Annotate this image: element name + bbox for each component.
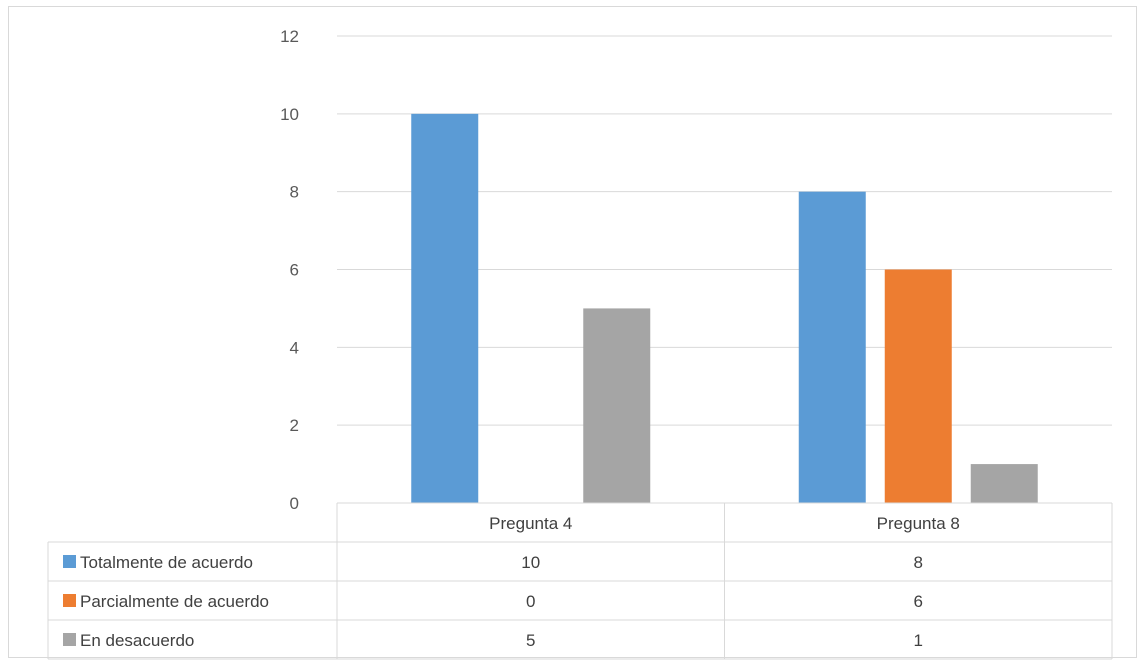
y-axis-ticks: 0 2 4 6 8 10 12 <box>280 27 299 513</box>
legend-key-2 <box>63 633 76 646</box>
table-value: 8 <box>914 553 923 572</box>
y-tick-label: 2 <box>290 416 299 435</box>
series-legend-label: En desacuerdo <box>80 631 194 650</box>
table-value: 10 <box>521 553 540 572</box>
bar-en-desacuerdo-pregunta-8 <box>970 464 1038 503</box>
bars <box>411 113 1038 503</box>
y-tick-label: 8 <box>290 183 299 202</box>
series-legend-label: Totalmente de acuerdo <box>80 553 253 572</box>
y-tick-label: 6 <box>290 261 299 280</box>
table-value: 1 <box>914 631 923 650</box>
bar-totalmente-de-acuerdo-pregunta-8 <box>798 191 866 503</box>
category-label: Pregunta 8 <box>877 514 960 533</box>
data-table: Pregunta 4 Pregunta 8 Totalmente de acue… <box>63 514 960 650</box>
table-value: 5 <box>526 631 535 650</box>
y-tick-label: 4 <box>290 338 299 357</box>
category-label: Pregunta 4 <box>489 514 572 533</box>
y-tick-label: 12 <box>280 27 299 46</box>
y-tick-label: 10 <box>280 105 299 124</box>
legend-key-1 <box>63 594 76 607</box>
bar-en-desacuerdo-pregunta-4 <box>583 308 651 503</box>
bar-totalmente-de-acuerdo-pregunta-4 <box>411 113 479 503</box>
bar-parcialmente-de-acuerdo-pregunta-8 <box>884 269 952 503</box>
chart-frame <box>8 6 1137 658</box>
series-legend-label: Parcialmente de acuerdo <box>80 592 269 611</box>
data-table-grid <box>47 502 1113 660</box>
table-value: 6 <box>914 592 923 611</box>
table-value: 0 <box>526 592 535 611</box>
legend-key-0 <box>63 555 76 568</box>
y-tick-label: 0 <box>290 494 299 513</box>
